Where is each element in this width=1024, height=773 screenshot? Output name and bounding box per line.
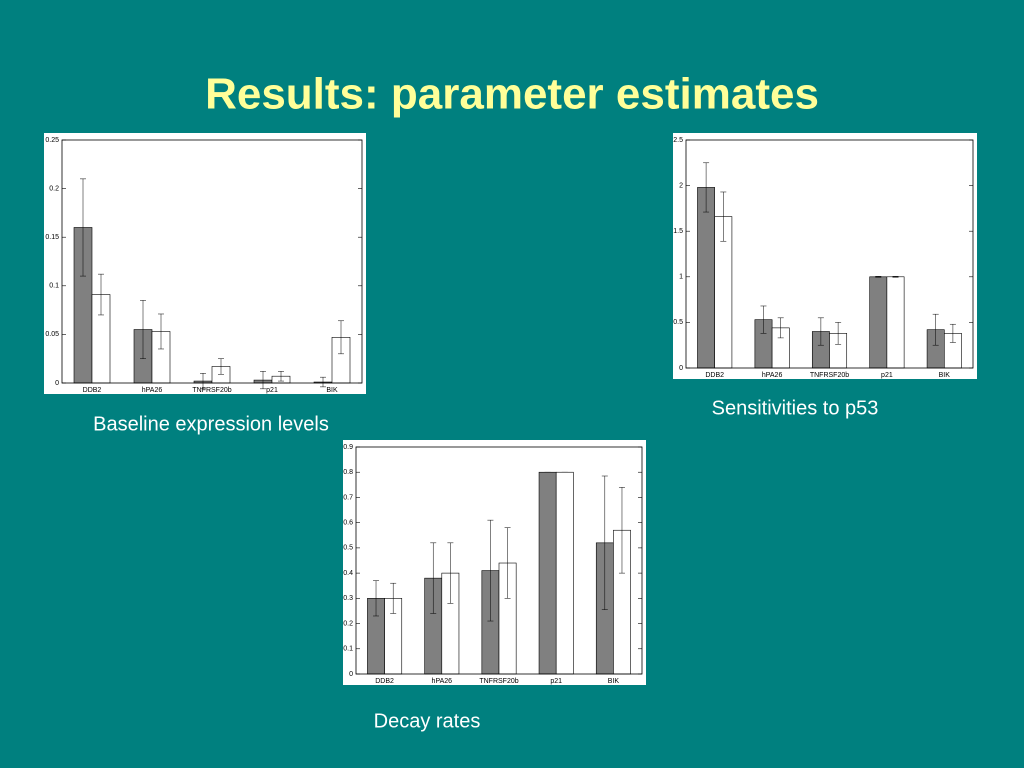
bar [886, 276, 905, 369]
error-bar [320, 376, 326, 388]
error-bar [817, 317, 824, 346]
x-tick-label: p21 [881, 372, 893, 379]
error-bar [932, 313, 939, 346]
error-bar [760, 305, 767, 334]
error-bar [200, 373, 206, 390]
y-tick-label: 1 [679, 274, 683, 281]
y-tick-label: 0.8 [343, 469, 353, 476]
error-bar [373, 580, 380, 617]
y-tick-label: 0.4 [343, 570, 353, 577]
error-bar [487, 519, 494, 622]
error-bar [703, 162, 710, 213]
chart-caption: Decay rates [374, 710, 481, 732]
y-tick-label: 0.6 [343, 520, 353, 527]
plot-frame [61, 139, 363, 384]
error-bar [140, 300, 146, 359]
y-tick-label: 0.05 [45, 331, 59, 338]
chart: Sensitivities to p53 0 0.5 1 1.5 2 2.5 DDB2 hPA2… [673, 133, 977, 419]
y-tick-label: 0.9 [343, 444, 353, 451]
y-tick-label: 0 [55, 380, 59, 387]
x-tick-label: TNFRSF20b [479, 678, 518, 685]
error-bar [260, 371, 266, 390]
error-bar [949, 323, 956, 343]
x-tick-label: hPA26 [432, 678, 453, 685]
error-bar [80, 178, 86, 277]
error-bar [835, 322, 842, 345]
x-tick-label: DDB2 [705, 372, 724, 379]
x-tick-label: TNFRSF20b [810, 372, 849, 379]
x-tick-label: TNFRSF20b [192, 387, 231, 394]
error-bar [601, 475, 608, 610]
x-tick-label: DDB2 [375, 678, 394, 685]
y-tick-label: 0.5 [673, 319, 683, 326]
chart-caption: Baseline expression levels [93, 413, 329, 435]
x-tick-label: p21 [550, 678, 562, 685]
error-bar [875, 276, 882, 278]
error-bar [447, 542, 454, 604]
bar [869, 276, 888, 369]
y-tick-label: 1.5 [673, 228, 683, 235]
x-tick-label: BIK [326, 387, 338, 394]
bar [555, 471, 574, 675]
error-bar [218, 358, 224, 375]
chart-caption: Sensitivities to p53 [712, 397, 879, 419]
error-bar [390, 582, 397, 614]
plot-frame [355, 446, 643, 675]
x-tick-label: BIK [608, 678, 620, 685]
error-bar [618, 487, 625, 574]
bar [538, 471, 557, 675]
error-bar [504, 527, 511, 599]
slide-title: Results: parameter estimates [205, 70, 819, 119]
y-tick-label: 0.1 [343, 646, 353, 653]
error-bar [892, 276, 899, 278]
y-tick-label: 0 [349, 671, 353, 678]
error-bar [278, 371, 284, 382]
x-tick-label: hPA26 [142, 387, 163, 394]
x-tick-label: BIK [939, 372, 951, 379]
plot-frame [685, 139, 974, 369]
y-tick-label: 0.2 [49, 185, 59, 192]
error-bar [98, 273, 104, 316]
error-bar [158, 313, 164, 350]
y-tick-label: 2.5 [673, 137, 683, 144]
y-tick-label: 0.7 [343, 494, 353, 501]
y-tick-label: 0 [679, 365, 683, 372]
y-tick-label: 0.15 [45, 234, 59, 241]
x-tick-label: DDB2 [83, 387, 102, 394]
x-tick-label: hPA26 [762, 372, 783, 379]
y-tick-label: 0.5 [343, 545, 353, 552]
y-tick-label: 0.1 [49, 283, 59, 290]
y-tick-label: 0.25 [45, 137, 59, 144]
error-bar [777, 317, 784, 339]
bar [697, 187, 715, 369]
y-tick-label: 0.3 [343, 595, 353, 602]
y-tick-label: 0.2 [343, 620, 353, 627]
chart: Decay rates 0 0.1 0.2 0.3 0.4 0.5 0.6 0.7 0.8 0.9 D… [343, 440, 646, 732]
x-tick-label: p21 [266, 387, 278, 394]
chart: Baseline expression levels 0 0.05 0.1 0.15 0.… [44, 133, 366, 435]
error-bar [430, 542, 437, 614]
y-tick-label: 2 [679, 182, 683, 189]
error-bar [338, 320, 344, 355]
error-bar [720, 191, 727, 242]
